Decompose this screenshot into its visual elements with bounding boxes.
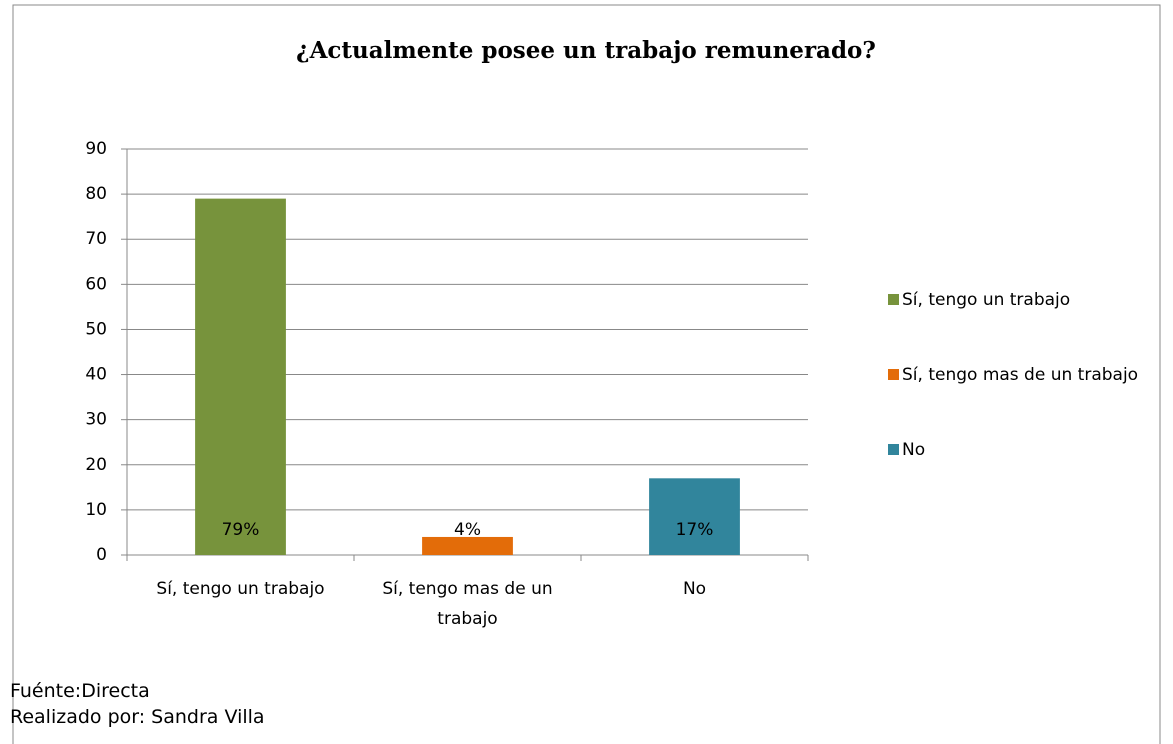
y-tick-label: 70 [85,229,107,249]
y-tick-label: 50 [85,319,107,339]
x-tick-label: Sí, tengo un trabajo [156,579,325,599]
data-label: 4% [454,520,481,540]
source: Fuénte:Directa [10,680,150,702]
y-tick-label: 60 [85,274,107,294]
x-tick-label: No [682,579,707,599]
data-label: 79% [222,520,260,540]
y-tick-label: 10 [85,500,107,520]
y-tick-label: 0 [96,545,107,565]
bar [422,536,513,555]
legend-label: Sí, tengo mas de un trabajo [902,365,1139,385]
legend-label: No [902,440,926,460]
legend-label: Sí, tengo un trabajo [902,290,1071,310]
chart-frame [12,4,1161,744]
legend-swatch [888,444,899,455]
credit: Realizado por: Sandra Villa [10,706,265,728]
y-tick-label: 20 [85,455,107,475]
bar [649,478,740,555]
y-tick-label: 40 [85,365,107,385]
legend-swatch [888,294,899,305]
y-tick-label: 80 [85,184,107,204]
y-tick-label: 90 [85,139,107,159]
data-label: 17% [676,520,714,540]
x-tick-label: Sí, tengo mas de un trabajo [382,579,553,629]
bar [195,198,286,555]
chart-title: ¿Actualmente posee un trabajo remunerado… [296,37,876,64]
legend-swatch [888,369,899,380]
y-tick-label: 30 [85,410,107,430]
